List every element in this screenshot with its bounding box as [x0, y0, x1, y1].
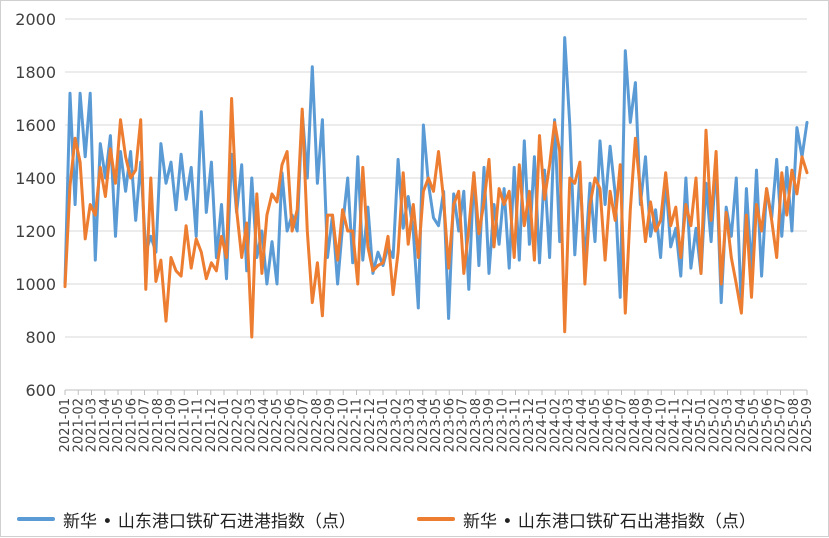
x-tick-label: 2023-04 [416, 398, 431, 452]
legend-swatch-inbound [17, 517, 55, 521]
x-tick-label: 2021-03 [85, 398, 100, 452]
x-tick-label: 2022-06 [283, 398, 298, 452]
x-tick-label: 2023-10 [495, 398, 510, 452]
y-tick-label: 1200 [15, 222, 56, 241]
x-tick-label: 2024-03 [562, 398, 577, 452]
x-tick-label: 2025-08 [787, 398, 802, 452]
x-tick-label: 2024-09 [641, 398, 656, 452]
x-tick-label: 2022-11 [350, 398, 365, 452]
x-axis: 2021-012021-022021-032021-042021-052021-… [58, 390, 815, 452]
x-tick-label: 2024-11 [668, 398, 683, 452]
x-tick-label: 2021-02 [71, 398, 86, 452]
x-tick-label: 2021-10 [177, 398, 192, 452]
x-tick-label: 2024-07 [615, 398, 630, 452]
series-lines [63, 36, 809, 339]
x-tick-label: 2024-02 [548, 398, 563, 452]
x-tick-label: 2024-01 [535, 398, 550, 452]
x-tick-label: 2022-10 [336, 398, 351, 452]
x-tick-label: 2022-04 [257, 398, 272, 452]
x-tick-label: 2023-09 [482, 398, 497, 452]
x-tick-label: 2022-08 [310, 398, 325, 452]
x-tick-label: 2023-11 [509, 398, 524, 452]
x-tick-label: 2024-10 [654, 398, 669, 452]
series-line-outbound [63, 97, 809, 339]
legend-item-inbound: 新华 • 山东港口铁矿石进港指数（点） [17, 504, 356, 534]
x-tick-label: 2021-06 [124, 398, 139, 452]
x-tick-label: 2022-01 [217, 398, 232, 452]
x-tick-label: 2023-01 [376, 398, 391, 452]
x-tick-label: 2022-02 [230, 398, 245, 452]
x-tick-label: 2024-06 [601, 398, 616, 452]
x-tick-label: 2023-03 [403, 398, 418, 452]
legend-swatch-outbound [417, 517, 455, 521]
x-tick-label: 2025-07 [774, 398, 789, 452]
legend-label-outbound: 新华 • 山东港口铁矿石出港指数（点） [463, 511, 756, 532]
x-tick-label: 2021-09 [164, 398, 179, 452]
x-tick-label: 2022-12 [363, 398, 378, 452]
x-tick-label: 2023-05 [429, 398, 444, 452]
x-tick-label: 2022-03 [244, 398, 259, 452]
x-tick-label: 2021-11 [191, 398, 206, 452]
y-tick-label: 2000 [15, 10, 56, 29]
x-tick-label: 2023-08 [469, 398, 484, 452]
y-axis: 600 800 1000 1200 1400 1600 1800 2000 [15, 10, 56, 400]
x-tick-label: 2025-09 [800, 398, 815, 452]
x-tick-label: 2025-05 [747, 398, 762, 452]
y-tick-label: 1800 [15, 63, 56, 82]
x-tick-label: 2024-05 [588, 398, 603, 452]
x-tick-label: 2025-01 [694, 398, 709, 452]
x-tick-label: 2023-02 [389, 398, 404, 452]
x-tick-label: 2024-12 [681, 398, 696, 452]
x-tick-label: 2022-05 [270, 398, 285, 452]
x-tick-label: 2025-04 [734, 398, 749, 452]
x-tick-label: 2022-07 [297, 398, 312, 452]
y-tick-label: 1000 [15, 275, 56, 294]
x-tick-label: 2024-04 [575, 398, 590, 452]
x-tick-label: 2025-02 [707, 398, 722, 452]
x-tick-label: 2023-12 [522, 398, 537, 452]
x-tick-label: 2025-03 [721, 398, 736, 452]
x-tick-label: 2021-08 [151, 398, 166, 452]
y-tick-label: 800 [25, 328, 56, 347]
x-tick-label: 2022-09 [323, 398, 338, 452]
x-tick-label: 2023-06 [442, 398, 457, 452]
y-tick-label: 1400 [15, 169, 56, 188]
x-tick-label: 2021-01 [58, 398, 73, 452]
legend: 新华 • 山东港口铁矿石进港指数（点） 新华 • 山东港口铁矿石出港指数（点） [1, 504, 829, 534]
x-tick-label: 2024-08 [628, 398, 643, 452]
legend-item-outbound: 新华 • 山东港口铁矿石出港指数（点） [417, 504, 756, 534]
x-tick-label: 2021-07 [138, 398, 153, 452]
x-tick-label: 2021-04 [98, 398, 113, 452]
legend-label-inbound: 新华 • 山东港口铁矿石进港指数（点） [63, 511, 356, 532]
x-tick-label: 2021-05 [111, 398, 126, 452]
x-tick-label: 2023-07 [456, 398, 471, 452]
x-tick-label: 2025-06 [760, 398, 775, 452]
y-tick-label: 1600 [15, 116, 56, 135]
x-tick-label: 2021-12 [204, 398, 219, 452]
y-tick-label: 600 [25, 381, 56, 400]
